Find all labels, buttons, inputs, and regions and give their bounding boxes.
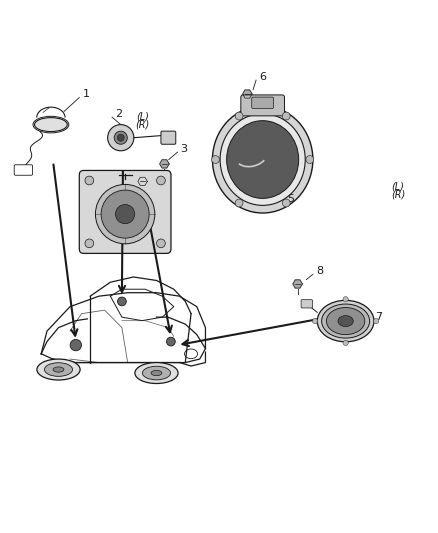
Circle shape (283, 199, 290, 207)
Circle shape (156, 176, 165, 185)
Circle shape (114, 131, 127, 144)
Ellipse shape (53, 367, 64, 372)
Circle shape (235, 199, 243, 207)
FancyBboxPatch shape (241, 95, 285, 116)
Ellipse shape (142, 366, 170, 380)
Text: 1: 1 (82, 89, 89, 99)
FancyBboxPatch shape (14, 165, 32, 175)
Text: 4: 4 (106, 232, 113, 242)
Polygon shape (160, 160, 169, 168)
Ellipse shape (226, 120, 299, 198)
Circle shape (343, 297, 348, 302)
Circle shape (283, 112, 290, 120)
Text: 6: 6 (259, 71, 266, 82)
Ellipse shape (220, 114, 305, 205)
Circle shape (235, 112, 243, 120)
Circle shape (95, 184, 155, 244)
Circle shape (70, 340, 81, 351)
Polygon shape (243, 90, 252, 98)
FancyBboxPatch shape (252, 97, 274, 108)
Ellipse shape (212, 106, 313, 213)
Circle shape (117, 134, 124, 141)
Text: 8: 8 (316, 266, 323, 276)
Circle shape (116, 205, 135, 224)
Polygon shape (138, 177, 147, 185)
Ellipse shape (35, 118, 67, 132)
Ellipse shape (326, 308, 365, 335)
Ellipse shape (151, 370, 162, 376)
Circle shape (166, 337, 175, 346)
Circle shape (343, 340, 348, 345)
Text: 7: 7 (375, 312, 382, 322)
Ellipse shape (37, 359, 80, 380)
Circle shape (212, 156, 219, 164)
Circle shape (374, 318, 379, 324)
Circle shape (101, 190, 149, 238)
FancyBboxPatch shape (79, 171, 171, 253)
Text: (L): (L) (136, 111, 149, 122)
Ellipse shape (135, 362, 178, 384)
Circle shape (117, 297, 126, 306)
Ellipse shape (338, 316, 353, 327)
Text: 2: 2 (115, 109, 122, 119)
Circle shape (85, 176, 94, 185)
Polygon shape (293, 280, 302, 288)
FancyBboxPatch shape (161, 131, 176, 144)
Circle shape (156, 239, 165, 248)
Text: (R): (R) (391, 189, 405, 199)
Circle shape (85, 239, 94, 248)
Circle shape (108, 125, 134, 151)
FancyBboxPatch shape (301, 300, 312, 308)
Text: 5: 5 (287, 194, 294, 204)
Circle shape (306, 156, 314, 164)
Ellipse shape (321, 304, 370, 338)
Ellipse shape (317, 300, 374, 342)
Circle shape (312, 318, 318, 324)
Text: (R): (R) (135, 119, 150, 129)
Text: (L): (L) (392, 182, 404, 191)
Text: 3: 3 (180, 143, 187, 154)
Ellipse shape (44, 363, 73, 376)
